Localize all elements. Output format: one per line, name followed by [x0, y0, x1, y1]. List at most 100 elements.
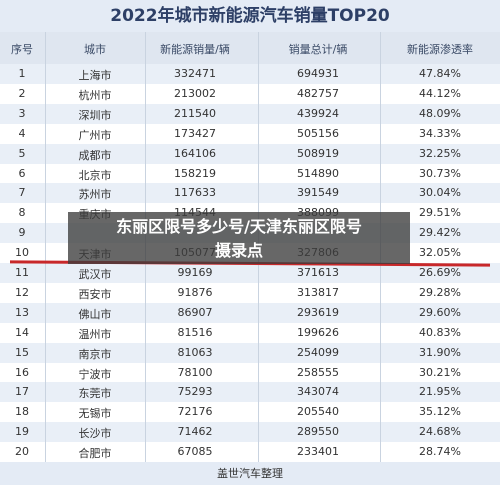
table-row: [0, 362, 500, 383]
table-cell: 694931: [297, 67, 339, 80]
table-cell: 371613: [297, 266, 339, 279]
table-row: [0, 123, 500, 144]
table-cell: 78100: [177, 365, 213, 379]
table-cell: 99169: [177, 266, 213, 279]
table-row: [0, 263, 500, 283]
table-cell: 514890: [297, 166, 339, 180]
table-cell: 48.09%: [419, 106, 461, 120]
table-row: [0, 103, 500, 124]
table-cell: 杭州市: [78, 88, 112, 102]
table-cell: 91876: [177, 285, 213, 299]
table-cell: 35.12%: [419, 405, 461, 419]
table-cell: 40.83%: [419, 325, 461, 339]
header-row: [0, 32, 500, 64]
table-cell: 12: [15, 285, 29, 299]
overlay-caption: 东丽区限号多少号/天津东丽区限号 摄录点: [68, 212, 410, 264]
table-cell: 71462: [177, 425, 213, 439]
table-cell: 254099: [297, 345, 339, 359]
table-cell: 24.68%: [419, 425, 461, 439]
column-header: 新能源销量/辆: [160, 43, 230, 56]
table-cell: 7: [18, 186, 26, 200]
table-cell: 164106: [174, 146, 216, 160]
table-cell: 3: [18, 106, 26, 120]
table-cell: 18: [15, 405, 29, 419]
table-row: [0, 422, 500, 443]
table-cell: 29.42%: [419, 226, 461, 240]
table-cell: 21.95%: [419, 385, 461, 399]
table-cell: 505156: [297, 126, 339, 140]
overlay-line: 东丽区限号多少号/天津东丽区限号: [116, 217, 362, 236]
table-cell: 14: [15, 325, 29, 339]
table-cell: 20: [15, 445, 29, 459]
column-header: 新能源渗透率: [407, 43, 473, 56]
table-row: [0, 382, 500, 403]
table-row: [0, 183, 500, 204]
column-header: 序号: [11, 43, 33, 56]
source: 盖世汽车整理: [0, 462, 500, 485]
column-header: 销量总计/辆: [288, 43, 348, 56]
table-cell: 44.12%: [419, 86, 461, 100]
table-cell: 29.51%: [419, 206, 461, 220]
table-cell: 南京市: [78, 347, 112, 361]
table-cell: 武汉市: [78, 268, 112, 281]
table-row: [0, 322, 500, 343]
table-cell: 439924: [297, 106, 339, 120]
table-cell: 258555: [297, 365, 339, 379]
table-cell: 32.25%: [419, 146, 461, 160]
table-cell: 11: [15, 266, 29, 279]
table-cell: 西安市: [78, 287, 112, 301]
table-cell: 72176: [177, 405, 213, 419]
table-cell: 293619: [297, 305, 339, 319]
table-cell: 32.05%: [419, 246, 461, 260]
column-header: 城市: [84, 43, 106, 56]
table-cell: 6: [18, 166, 26, 180]
table-cell: 13: [15, 305, 29, 319]
table-cell: 34.33%: [419, 126, 461, 140]
table-cell: 67085: [177, 445, 213, 459]
table-cell: 289550: [297, 425, 339, 439]
table-cell: 15: [15, 345, 29, 359]
table-cell: 2: [18, 86, 26, 100]
table-row: [0, 282, 500, 303]
title: 2022年城市新能源汽车销量TOP20: [0, 0, 500, 32]
table-cell: 19: [15, 425, 29, 439]
table-cell: 332471: [174, 67, 216, 80]
table-cell: 温州市: [78, 327, 112, 341]
table-cell: 苏州市: [78, 188, 112, 202]
table-cell: 30.73%: [419, 166, 461, 180]
table-cell: 173427: [174, 126, 216, 140]
table-row: [0, 402, 500, 423]
table-cell: 29.60%: [419, 305, 461, 319]
table-cell: 合肥市: [78, 447, 112, 461]
table-cell: 75293: [177, 385, 213, 399]
table-cell: 佛山市: [78, 307, 112, 321]
table-row: [0, 163, 500, 184]
table-cell: 广州市: [78, 128, 112, 142]
column-divider: [45, 32, 46, 462]
table-cell: 长沙市: [78, 427, 112, 441]
table-cell: 211540: [174, 106, 216, 120]
table-cell: 5: [18, 146, 26, 160]
table-cell: 213002: [174, 86, 216, 100]
overlay-line: 摄录点: [214, 241, 263, 260]
table-cell: 北京市: [78, 168, 112, 182]
table-cell: 26.69%: [419, 266, 461, 279]
table-row: [0, 143, 500, 164]
table-cell: 313817: [297, 285, 339, 299]
table-cell: 宁波市: [78, 367, 112, 381]
table-cell: 10: [15, 246, 29, 260]
table-row: [0, 342, 500, 363]
table-cell: 199626: [297, 325, 339, 339]
table-cell: 上海市: [78, 69, 112, 82]
table-cell: 31.90%: [419, 345, 461, 359]
table-cell: 9: [18, 226, 26, 240]
table-cell: 205540: [297, 405, 339, 419]
table-row: [0, 83, 500, 104]
table-row: [0, 302, 500, 323]
table-cell: 30.21%: [419, 365, 461, 379]
table-cell: 30.04%: [419, 186, 461, 200]
table-cell: 343074: [297, 385, 339, 399]
table-cell: 8: [18, 206, 26, 220]
table-cell: 16: [15, 365, 29, 379]
